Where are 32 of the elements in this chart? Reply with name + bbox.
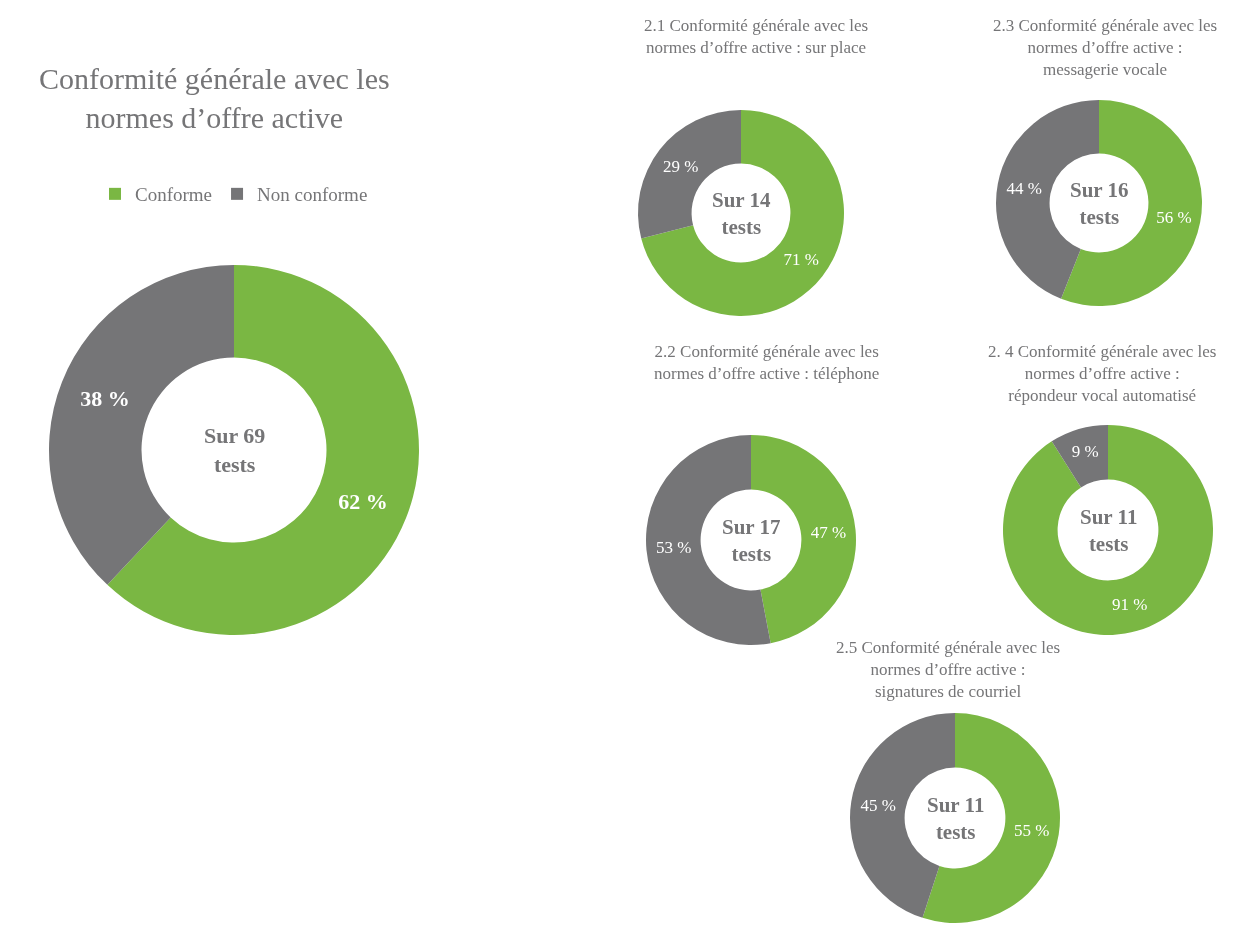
chart-title: 2.1 Conformité générale avec les normes d’offre active : sur place bbox=[644, 16, 869, 58]
legend-label: Conforme bbox=[135, 184, 213, 206]
text: Sur 11 tests bbox=[1080, 505, 1138, 557]
data-label: 62 % bbox=[338, 488, 388, 514]
text: Sur 69 tests bbox=[204, 423, 266, 477]
data-label: 38 % bbox=[80, 386, 130, 412]
chart-title: 2. 4 Conformité générale avec les normes d’offre active : répondeur vocal automatisé bbox=[988, 342, 1217, 406]
data-label: 29 % bbox=[663, 156, 699, 176]
donut-slice bbox=[641, 110, 844, 316]
legend-label: Non conforme bbox=[257, 184, 368, 206]
text: Sur 17 tests bbox=[722, 515, 781, 567]
data-label: 9 % bbox=[1071, 441, 1099, 461]
data-label: 44 % bbox=[1006, 179, 1042, 199]
donut-slice bbox=[107, 265, 419, 635]
text: Sur 11 tests bbox=[927, 793, 985, 845]
donut-slice bbox=[922, 713, 1060, 923]
data-label: 91 % bbox=[1111, 595, 1148, 615]
data-label: 55 % bbox=[1014, 820, 1050, 840]
chart-title: 2.5 Conformité générale avec les normes d’offre active : signatures de courriel bbox=[836, 638, 1061, 702]
chart-title: Conformité générale avec les normes d’offre active bbox=[39, 62, 390, 134]
chart-title: 2.3 Conformité générale avec les normes d’offre active : messagerie vocale bbox=[993, 16, 1218, 80]
text: Sur 14 tests bbox=[712, 188, 772, 240]
text: Sur 16 tests bbox=[1070, 178, 1129, 230]
donut-slice bbox=[1061, 100, 1202, 306]
donut-slice bbox=[1003, 425, 1213, 635]
chart-title: 2.2 Conformité générale avec les normes d’offre active : téléphone bbox=[654, 342, 880, 384]
donut-slice bbox=[1051, 425, 1108, 488]
data-label: 53 % bbox=[655, 537, 692, 557]
data-label: 56 % bbox=[1156, 207, 1192, 227]
data-label: 47 % bbox=[810, 523, 847, 543]
data-label: 71 % bbox=[783, 250, 819, 270]
data-label: 45 % bbox=[860, 796, 896, 816]
